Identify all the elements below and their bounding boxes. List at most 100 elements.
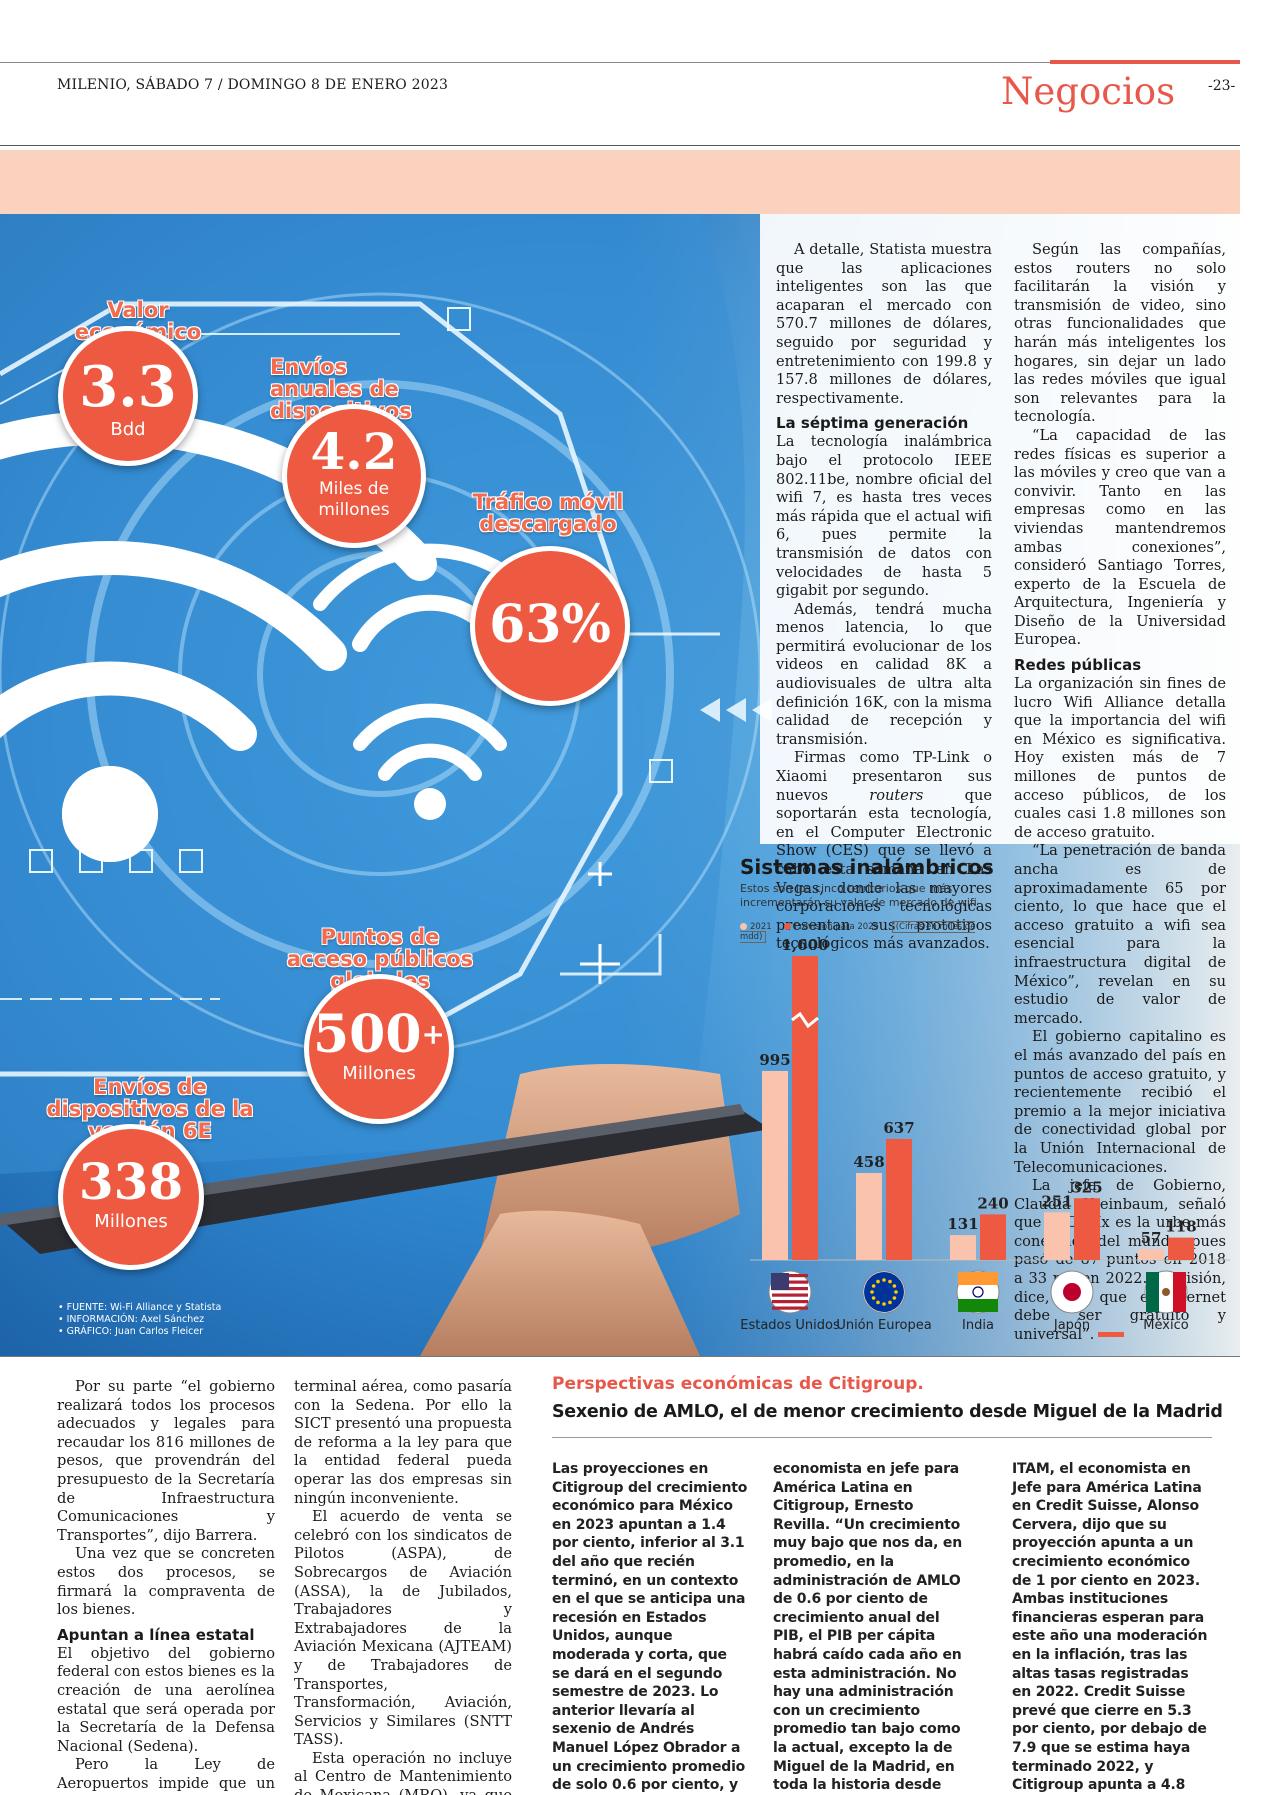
flag-wheel <box>972 1286 984 1298</box>
paragraph: Pero la Ley de Aeropuertos impide que un… <box>57 1756 275 1795</box>
subheading-state-airline: Apuntan a línea estatal <box>57 1625 255 1644</box>
stat-circle-economic-value: 3.3 Bdd <box>58 326 198 466</box>
category-label: Unión Europea <box>836 1318 931 1333</box>
stat-value: 338 <box>78 1152 184 1211</box>
wifi-market-bar-chart: 995 1,600 Estados Unidos 458 637 Unión Europe… <box>740 936 1230 1333</box>
bar-value-label: 995 <box>759 1051 790 1069</box>
bar-value-label: 240 <box>977 1194 1008 1212</box>
flag-stripe <box>772 1300 808 1304</box>
chart-unit-note: (Cifras en miles de mdd) <box>740 921 976 943</box>
stat-value: 500+ <box>309 1009 449 1061</box>
article-column-1: A detalle, Statista muestra que las apli… <box>776 241 992 954</box>
header-rule-bottom <box>0 145 1240 146</box>
section-divider <box>0 1356 1240 1357</box>
credit-information: • INFORMACIÓN: Axel Sánchez <box>58 1314 205 1325</box>
stat-value: 63% <box>489 594 611 655</box>
paragraph: Firmas como TP-Link o Xiaomi presentaron… <box>776 749 992 954</box>
flag-star <box>870 1290 874 1294</box>
legend-item-2021: 2021 <box>740 922 772 932</box>
bar-value-label: 637 <box>883 1119 914 1137</box>
wifi-infographic: Valor económico 3.3 Bdd Envíos anuales d… <box>0 214 1240 1356</box>
flag-band <box>958 1272 998 1285</box>
text-panel-background <box>760 214 1240 844</box>
flag-star <box>871 1284 876 1288</box>
citigroup-kicker: Perspectivas económicas de Citigroup. <box>552 1374 924 1394</box>
paragraph: Una vez que se concreten estos dos proce… <box>57 1545 275 1619</box>
paragraph: Esta operación no incluye al Centro de M… <box>294 1750 512 1795</box>
flag-band <box>1173 1272 1186 1312</box>
paragraph: Por su parte “el gobierno realizará todo… <box>57 1378 275 1544</box>
paragraph: Según las compañías, estos routers no so… <box>1014 241 1226 426</box>
flag-canton <box>771 1273 789 1290</box>
flag-star <box>882 1278 886 1282</box>
bar-value-label: 325 <box>1071 1178 1102 1196</box>
stat-circle-6e-shipments: 338 Millones <box>58 1124 204 1270</box>
stat-value-number: 500 <box>312 1004 422 1065</box>
category-label: Estados Unidos <box>740 1318 840 1333</box>
flag-star <box>892 1296 897 1300</box>
bar-2025-3 <box>1074 1198 1100 1260</box>
section-accent-bar <box>1050 60 1240 64</box>
bar-break-mark <box>791 1011 819 1029</box>
chart-legend: 2021 Previsión para 2025 (Cifras en mile… <box>740 921 998 943</box>
stat-value: 4.2 <box>310 422 398 481</box>
legend-swatch <box>784 923 792 930</box>
edition-date: MILENIO, SÁBADO 7 / DOMINGO 8 DE ENERO 2… <box>57 77 449 93</box>
infographic-credits: • FUENTE: Wi-Fi Alliance y Statista • IN… <box>58 1302 221 1338</box>
paragraph: “La penetración de banda ancha es de apr… <box>1014 842 1226 1027</box>
bar-value-label: 458 <box>853 1153 884 1171</box>
flag-stripe <box>772 1280 808 1284</box>
bar-2021-4 <box>1138 1249 1164 1260</box>
paragraph: El gobierno capitalino es el más avanzad… <box>1014 1028 1226 1176</box>
legend-label: 2021 <box>750 922 772 932</box>
citigroup-rule <box>552 1437 1212 1438</box>
bar-2025-2 <box>980 1214 1006 1260</box>
stat-plus-sign: + <box>421 1018 445 1051</box>
paragraph: Además, tendrá mucha menos latencia, lo … <box>776 600 992 748</box>
lower-column-1: Por su parte “el gobierno realizará todo… <box>57 1378 275 1795</box>
bar-2025-1 <box>886 1138 912 1260</box>
bar-value-label: 131 <box>947 1215 978 1233</box>
flag-star <box>871 1296 876 1300</box>
paragraph-emphasis: routers <box>869 786 924 804</box>
paragraph: El acuerdo de venta se celebró con los s… <box>294 1508 512 1749</box>
paragraph: La organización sin fines de lucro Wifi … <box>1014 675 1226 841</box>
bar-2021-0 <box>762 1070 788 1260</box>
flag-star <box>888 1300 892 1305</box>
flag-star <box>894 1290 898 1294</box>
subheading-seventh-generation: La séptima generación <box>776 414 969 433</box>
flag-field <box>864 1272 904 1312</box>
category-label: India <box>962 1318 994 1333</box>
category-label: Japón <box>1053 1318 1090 1333</box>
legend-swatch <box>740 923 747 930</box>
flag-stripe <box>772 1274 808 1278</box>
paragraph: terminal aérea, como pasaría con la Sede… <box>294 1378 512 1507</box>
paragraph-text: Esta operación no incluye al Centro de M… <box>294 1749 512 1795</box>
category-label: México <box>1143 1318 1188 1333</box>
section-name: Negocios <box>1001 70 1176 113</box>
legend-label: Previsión para 2025 <box>794 922 879 932</box>
flag-stripe <box>772 1306 808 1310</box>
credit-graphic: • GRÁFICO: Juan Carlos Fleicer <box>58 1326 204 1337</box>
bar-2025-0 <box>792 956 818 1260</box>
header-rule-top <box>0 62 1240 63</box>
stat-title-mobile-traffic: Tráfico móvil descargado <box>472 490 624 536</box>
stat-unit: Millones <box>94 1211 168 1232</box>
flag-star <box>892 1284 897 1288</box>
chart-title: Sistemas inalámbricos <box>740 855 994 879</box>
bar-2021-1 <box>856 1172 882 1260</box>
flag-star <box>888 1279 892 1284</box>
bar-value-label: 1,600 <box>782 936 829 954</box>
stat-value: 3.3 <box>79 354 177 420</box>
article-column-2: Según las compañías, estos routers no so… <box>1014 241 1226 1344</box>
stat-unit: Bdd <box>110 419 146 440</box>
bar-value-label: 57 <box>1141 1229 1162 1247</box>
citigroup-headline: Sexenio de AMLO, el de menor crecimiento… <box>552 1402 1223 1422</box>
subheading-public-networks: Redes públicas <box>1014 656 1142 675</box>
chart-subtitle: Estos son los cinco territorios que más … <box>740 882 977 909</box>
stat-circle-device-shipments: 4.2 Miles de millones <box>282 404 426 548</box>
flag-emblem <box>1162 1288 1170 1296</box>
paragraph: A detalle, Statista muestra que las apli… <box>776 241 992 407</box>
bar-value-label: 251 <box>1041 1192 1072 1210</box>
flag-band <box>958 1299 998 1312</box>
